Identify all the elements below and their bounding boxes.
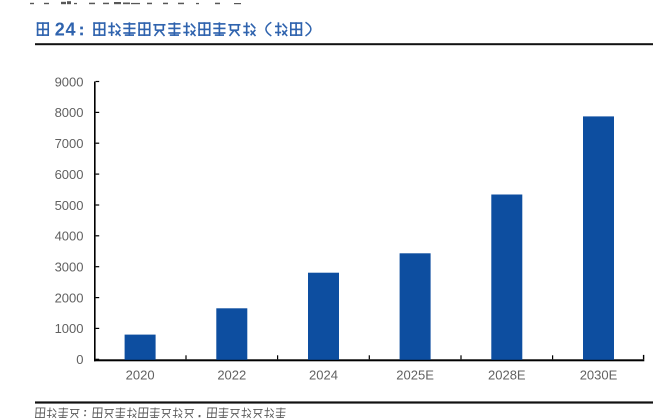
svg-text:2028E: 2028E xyxy=(488,367,526,382)
svg-text:0: 0 xyxy=(76,352,83,367)
svg-text:2030E: 2030E xyxy=(580,367,618,382)
svg-text:5000: 5000 xyxy=(55,198,84,213)
svg-text:2020: 2020 xyxy=(126,367,155,382)
svg-text:9000: 9000 xyxy=(55,74,84,89)
svg-text:2025E: 2025E xyxy=(396,367,434,382)
svg-text:6000: 6000 xyxy=(55,167,84,182)
svg-text:7000: 7000 xyxy=(55,136,84,151)
svg-text:2000: 2000 xyxy=(55,290,84,305)
svg-text:3000: 3000 xyxy=(55,260,84,275)
svg-text:8000: 8000 xyxy=(55,105,84,120)
svg-text:1000: 1000 xyxy=(55,321,84,336)
svg-text:2024: 2024 xyxy=(309,367,338,382)
svg-text:4000: 4000 xyxy=(55,229,84,244)
svg-text:2022: 2022 xyxy=(217,367,246,382)
svg-text:24: 24 xyxy=(55,19,76,39)
